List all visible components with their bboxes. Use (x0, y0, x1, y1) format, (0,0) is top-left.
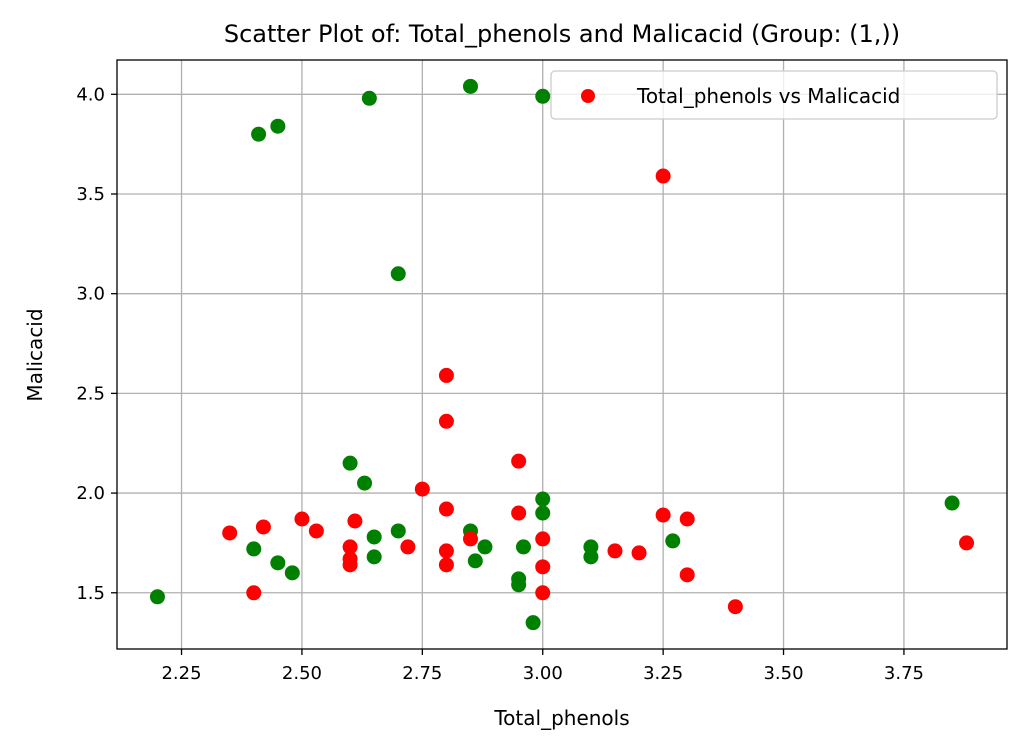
data-point (357, 475, 373, 491)
data-point (414, 481, 430, 497)
y-tick-label: 2.5 (76, 383, 105, 404)
data-point (438, 557, 454, 573)
legend: Total_phenols vs Malicacid (550, 70, 998, 120)
data-point (270, 555, 286, 571)
chart-title: Scatter Plot of: Total_phenols and Malic… (224, 20, 900, 48)
data-point (342, 557, 358, 573)
data-point (222, 525, 238, 541)
data-point (246, 585, 262, 601)
data-point (535, 491, 551, 507)
x-tick-label: 3.75 (884, 663, 924, 684)
data-point (246, 541, 262, 557)
data-point (438, 501, 454, 517)
data-point (400, 539, 416, 555)
data-point (342, 539, 358, 555)
legend-label: Total_phenols vs Malicacid (636, 84, 900, 108)
data-point (679, 511, 695, 527)
y-tick-label: 3.5 (76, 184, 105, 205)
data-point (390, 523, 406, 539)
data-point (515, 539, 531, 555)
y-tick-label: 4.0 (76, 84, 105, 105)
x-tick-label: 3.00 (523, 663, 563, 684)
x-tick-label: 3.25 (643, 663, 683, 684)
plot-frame (116, 59, 1008, 650)
x-axis-ticks: 2.25 2.50 2.75 3.00 3.25 3.50 3.75 (161, 649, 924, 684)
data-point (535, 88, 551, 104)
data-point (477, 539, 493, 555)
data-point (366, 529, 382, 545)
data-point (255, 519, 271, 535)
data-points (149, 78, 975, 631)
legend-marker (581, 89, 595, 103)
y-axis-label: Malicacid (23, 308, 47, 401)
x-tick-label: 3.50 (763, 663, 803, 684)
data-point (535, 505, 551, 521)
data-point (366, 549, 382, 565)
data-point (438, 367, 454, 383)
legend-box (550, 70, 998, 120)
data-point (270, 118, 286, 134)
data-point (511, 453, 527, 469)
y-tick-label: 3.0 (76, 284, 105, 305)
data-point (308, 523, 324, 539)
x-tick-label: 2.50 (282, 663, 322, 684)
data-point (655, 168, 671, 184)
data-point (251, 126, 267, 142)
data-point (284, 565, 300, 581)
data-point (511, 577, 527, 593)
data-point (944, 495, 960, 511)
grid-lines (117, 60, 1007, 649)
y-tick-label: 1.5 (76, 583, 105, 604)
data-point (727, 599, 743, 615)
data-point (535, 559, 551, 575)
x-tick-label: 2.25 (161, 663, 201, 684)
data-point (390, 266, 406, 282)
data-point (959, 535, 975, 551)
x-axis-label: Total_phenols (493, 706, 629, 730)
data-point (467, 553, 483, 569)
data-point (535, 585, 551, 601)
data-point (347, 513, 363, 529)
y-axis-ticks: 1.5 2.0 2.5 3.0 3.5 4.0 (76, 84, 117, 604)
data-point (679, 567, 695, 583)
data-point (665, 533, 681, 549)
data-point (583, 549, 599, 565)
data-point (438, 413, 454, 429)
data-point (607, 543, 623, 559)
data-point (535, 531, 551, 547)
x-tick-label: 2.75 (402, 663, 442, 684)
data-point (342, 455, 358, 471)
data-point (462, 531, 478, 547)
data-point (511, 505, 527, 521)
data-point (462, 78, 478, 94)
data-point (438, 543, 454, 559)
y-tick-label: 2.0 (76, 483, 105, 504)
data-point (149, 589, 165, 605)
data-point (655, 507, 671, 523)
data-point (631, 545, 647, 561)
data-point (525, 615, 541, 631)
data-point (294, 511, 310, 527)
data-point (361, 90, 377, 106)
